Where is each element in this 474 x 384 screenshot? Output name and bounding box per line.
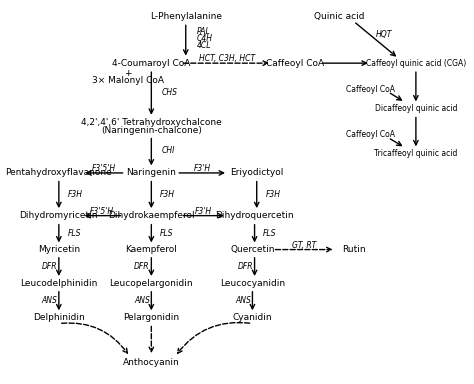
Text: F3H: F3H (160, 190, 175, 199)
Text: Eriyodictyol: Eriyodictyol (230, 169, 283, 177)
Text: F3H: F3H (265, 190, 280, 199)
Text: Anthocyanin: Anthocyanin (123, 358, 180, 367)
Text: Dihydrokaempferol: Dihydrokaempferol (108, 211, 195, 220)
Text: Myricetin: Myricetin (38, 245, 80, 254)
Text: FLS: FLS (160, 229, 173, 238)
Text: Dihydromyricetin: Dihydromyricetin (19, 211, 98, 220)
Text: F3H: F3H (67, 190, 82, 199)
Text: Quinic acid: Quinic acid (315, 12, 365, 21)
Text: Caffeoyl CoA: Caffeoyl CoA (346, 130, 395, 139)
Text: F3'H: F3'H (194, 207, 211, 216)
Text: PAL: PAL (197, 27, 210, 36)
Text: Leucodelphinidin: Leucodelphinidin (20, 279, 98, 288)
Text: Dicaffeoyl quinic acid: Dicaffeoyl quinic acid (374, 104, 457, 113)
Text: Naringenin: Naringenin (127, 169, 176, 177)
Text: ANS: ANS (235, 296, 251, 305)
Text: Leucocyanidin: Leucocyanidin (220, 279, 285, 288)
Text: Tricaffeoyl quinic acid: Tricaffeoyl quinic acid (374, 149, 457, 158)
Text: C4H: C4H (197, 34, 212, 43)
Text: Leucopelargonidin: Leucopelargonidin (109, 279, 193, 288)
Text: Pelargonidin: Pelargonidin (123, 313, 179, 322)
Text: 3× Malonyl CoA: 3× Malonyl CoA (91, 76, 164, 85)
Text: 4CL: 4CL (197, 41, 211, 50)
Text: HQT: HQT (375, 30, 392, 40)
Text: CHI: CHI (162, 146, 175, 155)
Text: FLS: FLS (263, 229, 277, 238)
Text: CHS: CHS (162, 88, 178, 97)
Text: HCT, C3H, HCT: HCT, C3H, HCT (199, 54, 255, 63)
Text: F3'5'H: F3'5'H (92, 164, 116, 173)
Text: (Naringenin-chalcone): (Naringenin-chalcone) (101, 126, 202, 135)
Text: DFR: DFR (134, 262, 150, 271)
Text: 4,2',4',6' Tetrahydroxychalcone: 4,2',4',6' Tetrahydroxychalcone (81, 118, 222, 127)
Text: F3'5'H: F3'5'H (90, 207, 114, 216)
Text: Caffeoyl quinic acid (CGA): Caffeoyl quinic acid (CGA) (366, 59, 466, 68)
Text: Pentahydroxyflavanone: Pentahydroxyflavanone (6, 169, 112, 177)
Text: Rutin: Rutin (343, 245, 366, 254)
Text: Delphinidin: Delphinidin (33, 313, 85, 322)
Text: L-Phenylalanine: L-Phenylalanine (150, 12, 222, 21)
Text: FLS: FLS (67, 229, 81, 238)
Text: DFR: DFR (237, 262, 253, 271)
Text: Quercetin: Quercetin (230, 245, 274, 254)
Text: F3'H: F3'H (193, 164, 210, 173)
Text: ANS: ANS (42, 296, 57, 305)
Text: Cyanidin: Cyanidin (233, 313, 272, 322)
Text: ANS: ANS (134, 296, 150, 305)
Text: Caffeoyl CoA: Caffeoyl CoA (346, 84, 395, 94)
Text: GT, RT: GT, RT (292, 241, 316, 250)
Text: 4-Coumaroyl CoA: 4-Coumaroyl CoA (112, 59, 191, 68)
Text: Kaempferol: Kaempferol (126, 245, 177, 254)
Text: Caffeoyl CoA: Caffeoyl CoA (266, 59, 325, 68)
Text: DFR: DFR (42, 262, 57, 271)
Text: Dihydroquercetin: Dihydroquercetin (215, 211, 294, 220)
Text: +: + (124, 69, 131, 78)
